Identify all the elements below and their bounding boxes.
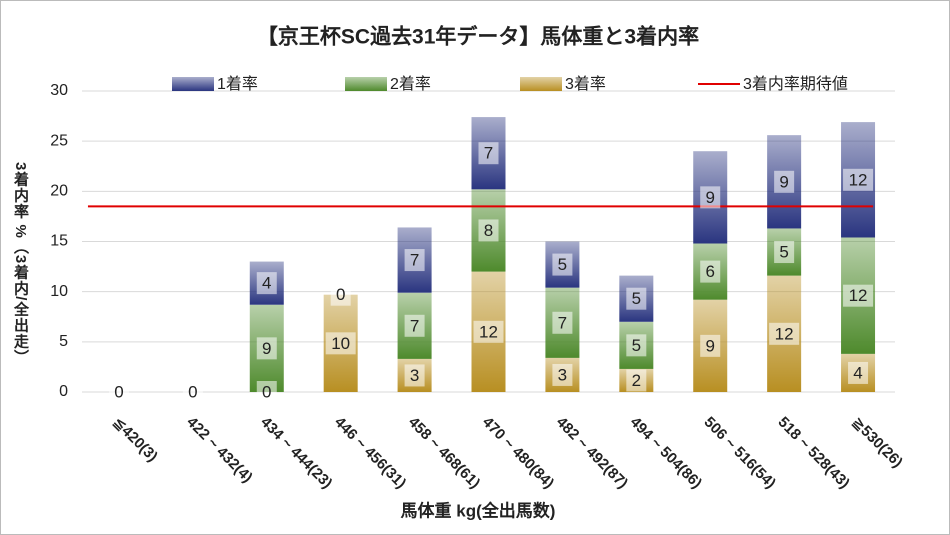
data-label-bg: [700, 260, 721, 283]
data-label-bg: [330, 283, 351, 306]
y-tick-label: 25: [50, 132, 68, 149]
data-label-bg: [404, 314, 425, 337]
data-label: 2: [632, 371, 641, 390]
data-label: 9: [262, 339, 271, 358]
data-label-bg: [843, 168, 874, 191]
y-tick-label: 20: [50, 183, 68, 200]
y-tick-label: 0: [59, 383, 68, 400]
legend-swatch: [172, 77, 214, 91]
data-label-bg: [700, 186, 721, 209]
data-label: 7: [558, 313, 567, 332]
data-label: 0: [336, 285, 345, 304]
data-label: 5: [558, 255, 567, 274]
data-label: 12: [479, 322, 498, 341]
data-label: 7: [484, 144, 493, 163]
legend-swatch: [520, 77, 562, 91]
data-label-bg: [769, 322, 800, 345]
data-label-bg: [700, 334, 721, 357]
x-axis-title: 馬体重 kg(全出馬数): [401, 500, 556, 520]
data-label-bg: [325, 332, 356, 355]
data-label-bg: [404, 249, 425, 272]
data-label-bg: [774, 241, 795, 264]
data-label-bg: [626, 334, 647, 357]
data-label-bg: [552, 363, 573, 386]
data-label: 5: [632, 289, 641, 308]
legend-label: 3着内率期待値: [743, 75, 848, 93]
data-label-bg: [182, 381, 203, 403]
data-label-bg: [478, 219, 499, 242]
legend-label: 3着率: [565, 75, 606, 93]
data-label: 0: [114, 382, 123, 401]
data-label-bg: [256, 272, 277, 295]
data-label: 10: [331, 334, 350, 353]
data-label-bg: [256, 381, 277, 403]
data-label: 0: [188, 382, 197, 401]
data-label: 12: [775, 324, 794, 343]
chart-title: 【京王杯SC過去31年データ】馬体重と3着内率: [257, 25, 699, 49]
data-label: 9: [705, 336, 714, 355]
data-label: 12: [849, 170, 868, 189]
data-label: 9: [779, 172, 788, 191]
y-axis-title: 3着内率 %（3着内/全出走）: [12, 162, 29, 366]
y-tick-label: 30: [50, 82, 68, 99]
data-label-bg: [626, 369, 647, 392]
legend-label: 1着率: [217, 75, 258, 93]
data-label-bg: [108, 381, 129, 403]
legend-label: 2着率: [390, 75, 431, 93]
data-label: 4: [262, 274, 271, 293]
data-label: 3: [558, 365, 567, 384]
data-label-bg: [552, 253, 573, 276]
data-label: 12: [849, 286, 868, 305]
data-label: 5: [779, 243, 788, 262]
data-label-bg: [843, 284, 874, 307]
data-label: 5: [632, 336, 641, 355]
legend-swatch: [345, 77, 387, 91]
data-label: 9: [705, 188, 714, 207]
data-label-bg: [774, 170, 795, 193]
y-tick-label: 5: [59, 333, 68, 350]
data-label-bg: [552, 311, 573, 334]
data-label-bg: [256, 337, 277, 360]
data-label-bg: [626, 287, 647, 310]
data-label-bg: [848, 361, 869, 384]
data-label-bg: [404, 364, 425, 387]
data-label: 4: [853, 363, 862, 382]
data-label: 0: [262, 382, 271, 401]
y-tick-label: 10: [50, 283, 68, 300]
data-label-bg: [473, 320, 504, 343]
data-label-bg: [478, 142, 499, 165]
data-label: 7: [410, 316, 419, 335]
data-label: 3: [410, 366, 419, 385]
data-label: 7: [410, 251, 419, 270]
data-label: 8: [484, 221, 493, 240]
y-tick-label: 15: [50, 233, 68, 250]
data-label: 6: [705, 262, 714, 281]
